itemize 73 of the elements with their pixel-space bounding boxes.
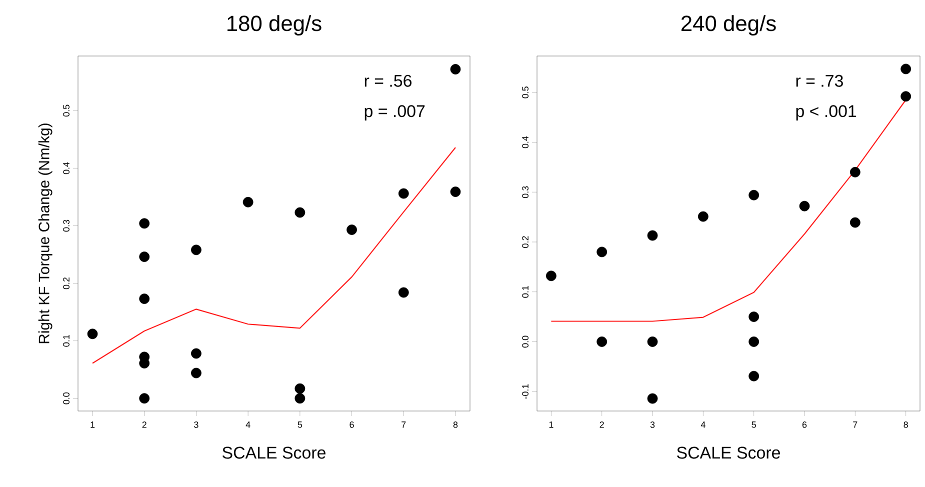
y-tick-label: 0.1 — [63, 335, 70, 347]
point — [748, 370, 760, 382]
point — [546, 270, 556, 282]
point — [191, 244, 202, 256]
x-tick-label: 2 — [142, 422, 146, 428]
x-tick-label: 6 — [802, 422, 807, 428]
y-tick-label: 0.2 — [522, 236, 528, 248]
point — [647, 336, 658, 347]
point — [294, 383, 306, 394]
x-tick-label: 6 — [350, 422, 354, 428]
point — [748, 336, 760, 347]
x-tick-label: 1 — [90, 422, 95, 428]
point — [900, 64, 912, 74]
point — [294, 393, 306, 404]
y-tick-label: 0.4 — [63, 162, 70, 174]
point — [398, 287, 409, 298]
x-tick-label: 2 — [600, 422, 604, 428]
x-axis-title: SCALE Score — [677, 446, 780, 459]
x-axis-title: SCALE Score — [222, 446, 326, 459]
y-tick-label: 0.5 — [63, 104, 70, 117]
y-tick-label: 0.0 — [522, 336, 528, 348]
y-tick-label: 0.3 — [63, 220, 70, 232]
y-tick-label: 0.2 — [63, 277, 70, 290]
y-tick-label: -0.1 — [522, 384, 528, 399]
annotation: r = .56 — [364, 74, 412, 87]
chart-title: 240 deg/s — [681, 15, 776, 36]
x-tick-label: 3 — [194, 422, 198, 428]
point — [87, 328, 98, 340]
point — [698, 211, 708, 222]
annotation: p < .001 — [796, 105, 856, 120]
point — [748, 190, 760, 200]
point — [647, 393, 658, 404]
point — [139, 252, 150, 262]
y-tick-label: 0.1 — [522, 286, 528, 298]
point — [647, 230, 658, 241]
point — [596, 246, 608, 258]
annotation: r = .73 — [796, 74, 843, 87]
point — [850, 166, 860, 178]
point — [139, 358, 150, 368]
point — [242, 196, 254, 208]
point — [139, 294, 150, 304]
x-tick-label: 7 — [853, 422, 858, 428]
y-axis-title: Right KF Torque Change (Nm/kg) — [38, 124, 52, 344]
x-tick-label: 1 — [549, 422, 554, 428]
x-tick-label: 4 — [700, 422, 706, 428]
x-tick-label: 8 — [453, 422, 458, 428]
point — [799, 200, 810, 212]
point — [450, 64, 461, 74]
y-tick-label: 0.3 — [522, 186, 528, 198]
point — [346, 224, 357, 235]
x-tick-label: 4 — [246, 422, 250, 428]
annotation: p = .007 — [364, 105, 425, 120]
point — [450, 186, 461, 197]
x-tick-label: 5 — [298, 422, 302, 428]
chart-title: 180 deg/s — [228, 15, 322, 36]
point — [596, 336, 608, 347]
point — [900, 91, 912, 102]
point — [850, 217, 860, 228]
point — [748, 312, 760, 322]
point — [191, 348, 202, 359]
x-tick-label: 7 — [402, 422, 406, 428]
y-tick-label: 0.5 — [522, 86, 528, 98]
point — [139, 218, 150, 229]
y-tick-label: 0.0 — [63, 392, 70, 404]
x-tick-label: 3 — [650, 422, 655, 428]
line-series — [92, 146, 456, 364]
point — [294, 207, 306, 218]
point — [398, 188, 409, 199]
point — [191, 368, 202, 378]
point — [139, 393, 150, 404]
x-tick-label: 8 — [904, 422, 908, 428]
y-tick-label: 0.4 — [522, 136, 528, 148]
x-tick-label: 5 — [752, 422, 756, 428]
